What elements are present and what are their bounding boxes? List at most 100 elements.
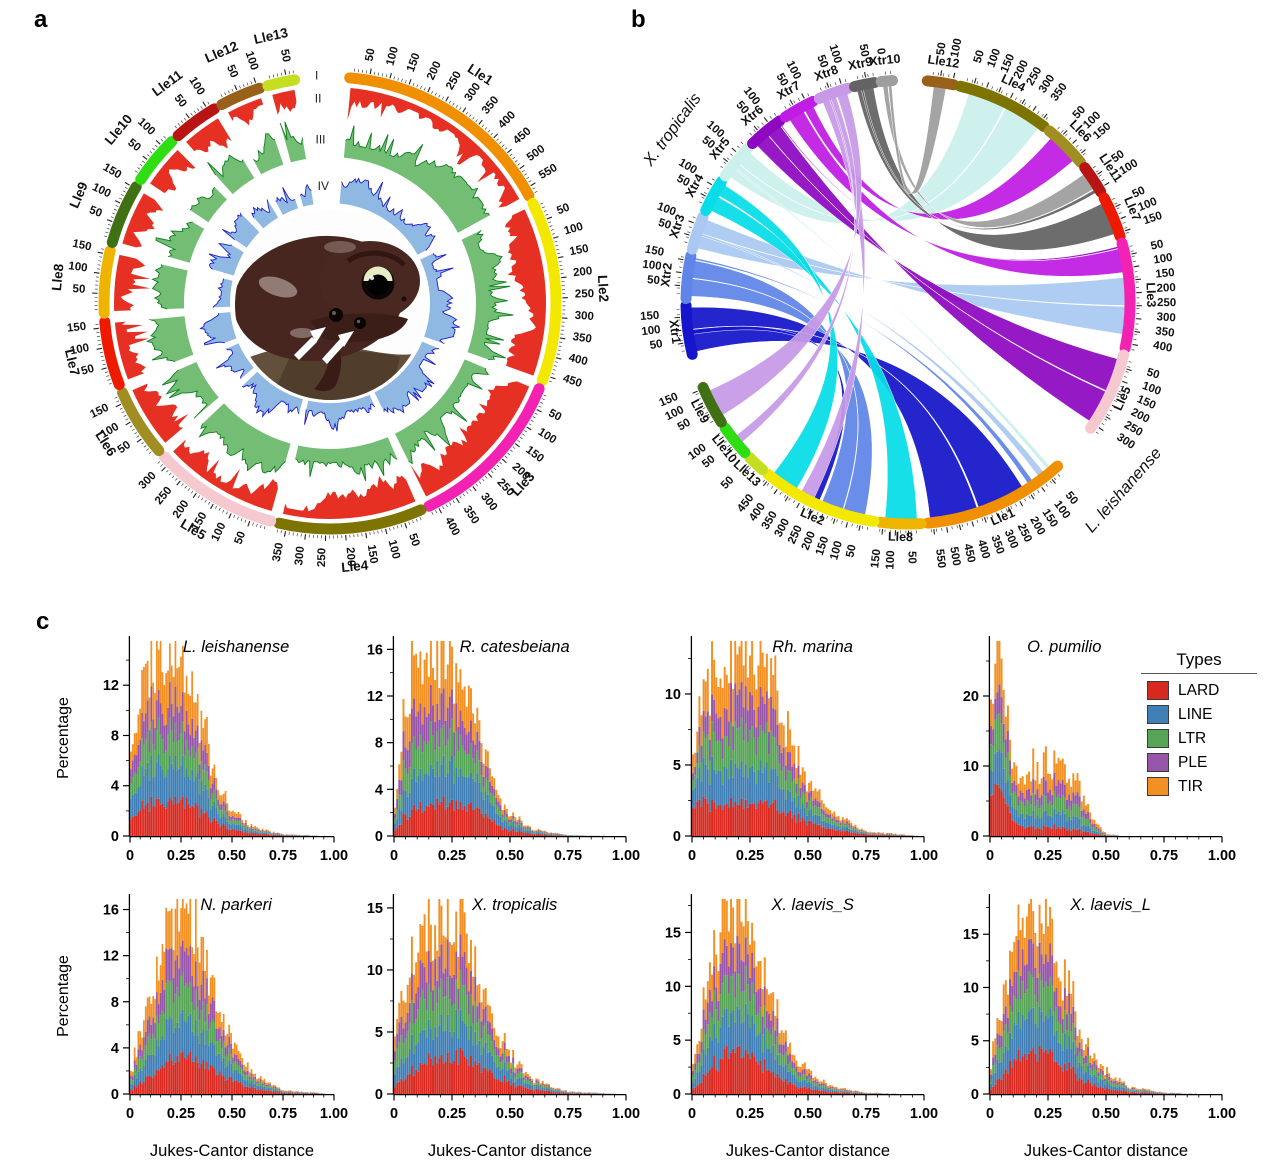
chromosome-arc-Lle7 xyxy=(99,316,125,391)
svg-text:250: 250 xyxy=(444,69,464,92)
svg-text:200: 200 xyxy=(344,547,357,567)
svg-text:300: 300 xyxy=(574,310,594,323)
svg-text:0.25: 0.25 xyxy=(167,848,195,864)
svg-text:100: 100 xyxy=(135,116,157,138)
chromosome-arc-Lle11 xyxy=(172,103,220,142)
svg-text:0: 0 xyxy=(673,1087,681,1103)
panel-c-letter: c xyxy=(36,608,50,635)
svg-text:50: 50 xyxy=(87,204,103,220)
track-III-Lle2 xyxy=(461,230,514,360)
svg-text:4: 4 xyxy=(111,779,119,795)
svg-text:50: 50 xyxy=(364,48,378,63)
svg-text:300: 300 xyxy=(478,491,499,514)
chromosome-arc-Lle6 xyxy=(117,387,165,457)
chart-title: Rh. marina xyxy=(772,638,853,656)
histogram-n-parkeri: 0 0.25 0.50 0.75 1.00 0 4 8 12 16 N. parkeri Percen… xyxy=(55,894,348,1160)
svg-text:50: 50 xyxy=(125,137,142,154)
svg-text:350: 350 xyxy=(271,542,286,563)
svg-text:15: 15 xyxy=(367,901,383,917)
svg-text:0: 0 xyxy=(111,829,119,845)
svg-text:0: 0 xyxy=(390,848,398,864)
svg-text:100: 100 xyxy=(642,259,663,273)
svg-text:50: 50 xyxy=(1150,238,1165,252)
svg-text:4: 4 xyxy=(111,1041,119,1057)
track-III-Lle10 xyxy=(190,187,227,223)
chromosome-arc-Lle3 xyxy=(1116,237,1136,354)
svg-text:50: 50 xyxy=(406,532,421,548)
chromosome-arc-Lle1 xyxy=(922,460,1064,529)
track-label-IV: IV xyxy=(318,179,329,193)
svg-text:0: 0 xyxy=(688,1106,696,1122)
chromosome-label-Xtr9: Xtr9 xyxy=(847,54,874,73)
track-label-III: III xyxy=(316,132,326,146)
svg-text:100: 100 xyxy=(826,43,843,65)
histogram-x-laevis-s: 0 0.25 0.50 0.75 1.00 0 5 10 15 X. laevis_S Jukes-… xyxy=(665,894,938,1160)
svg-text:12: 12 xyxy=(103,949,119,965)
repeat-histogram-l-leishanense: 0 0.25 0.50 0.75 1.00 0 4 8 12 L. leishanense Perc… xyxy=(55,636,348,864)
repeat-histogram-x-laevis-l: 0 0.25 0.50 0.75 1.00 0 5 10 15 X. laevis_L Jukes-… xyxy=(963,894,1236,1160)
svg-text:50: 50 xyxy=(1130,185,1147,201)
track-II-Lle2 xyxy=(504,209,547,376)
track-II-Lle6 xyxy=(132,383,189,443)
white-arrow-icon xyxy=(322,339,345,364)
svg-text:0.75: 0.75 xyxy=(852,848,880,864)
svg-text:15: 15 xyxy=(665,925,681,941)
line-color-swatch xyxy=(1147,705,1169,724)
svg-text:250: 250 xyxy=(316,548,328,567)
svg-text:150: 150 xyxy=(523,444,546,465)
chromosome-arc-Lle2 xyxy=(527,197,562,387)
svg-text:12: 12 xyxy=(103,678,119,694)
svg-text:50: 50 xyxy=(172,92,189,109)
svg-text:450: 450 xyxy=(561,373,583,390)
svg-text:150: 150 xyxy=(101,161,124,181)
svg-text:10: 10 xyxy=(963,759,979,775)
chromosome-label-Lle9: Lle9 xyxy=(66,180,90,211)
svg-text:0: 0 xyxy=(126,848,134,864)
track-label-II: II xyxy=(315,91,322,105)
svg-text:0.50: 0.50 xyxy=(1092,1106,1120,1122)
chart-title: R. catesbeiana xyxy=(460,638,570,656)
legend-item-tir: TIR xyxy=(1147,777,1257,796)
repeat-histogram-r-catesbeiana: 0 0.25 0.50 0.75 1.00 0 4 8 12 16 R. catesbeiana xyxy=(367,636,640,864)
svg-text:1.00: 1.00 xyxy=(320,848,348,864)
chromosome-arc-Lle2 xyxy=(762,468,880,527)
chromosome-arc-Lle6 xyxy=(1043,125,1086,168)
svg-text:150: 150 xyxy=(640,310,660,323)
svg-text:500: 500 xyxy=(947,546,962,567)
svg-text:0.50: 0.50 xyxy=(794,1106,822,1122)
svg-text:0: 0 xyxy=(111,1087,119,1103)
svg-text:150: 150 xyxy=(365,544,380,565)
chromosome-label-Lle7: Lle7 xyxy=(62,348,83,378)
chromosome-arc-Lle4 xyxy=(273,504,427,535)
svg-text:50: 50 xyxy=(1109,148,1126,165)
histogram-x-laevis-l: 0 0.25 0.50 0.75 1.00 0 5 10 15 X. laevis_L Jukes-… xyxy=(963,894,1236,1160)
svg-text:0: 0 xyxy=(390,1106,398,1122)
track-III-Lle5 xyxy=(199,403,291,473)
track-III-Lle12 xyxy=(253,133,284,175)
svg-text:50: 50 xyxy=(856,43,870,58)
svg-text:100: 100 xyxy=(210,521,229,543)
svg-text:50: 50 xyxy=(278,48,292,63)
repeat-histogram-x-tropicalis: 0 0.25 0.50 0.75 1.00 0 5 10 15 X. tropicalis Juke… xyxy=(367,894,640,1160)
svg-text:0: 0 xyxy=(673,829,681,845)
chromosome-label-Lle4: Lle4 xyxy=(341,558,370,576)
svg-text:150: 150 xyxy=(1142,210,1164,227)
legend-item-ple: PLE xyxy=(1147,753,1257,772)
chromosome-arc-Xtr4 xyxy=(700,176,727,216)
svg-text:50: 50 xyxy=(814,53,830,69)
svg-text:100: 100 xyxy=(68,260,89,274)
svg-text:0.75: 0.75 xyxy=(852,1106,880,1122)
chromosome-arc-Xtr5 xyxy=(719,142,754,182)
svg-text:0: 0 xyxy=(126,1106,134,1122)
chromosome-label-Lle2: Lle2 xyxy=(595,275,611,303)
svg-text:50: 50 xyxy=(555,202,571,218)
chromosome-label-Xtr2: Xtr2 xyxy=(658,262,675,288)
svg-text:4: 4 xyxy=(375,782,383,798)
track-IV-Lle3 xyxy=(374,341,439,413)
histogram-x-tropicalis: 0 0.25 0.50 0.75 1.00 0 5 10 15 X. tropicalis Juke… xyxy=(367,894,640,1160)
chart-title: O. pumilio xyxy=(1027,638,1101,656)
svg-text:550: 550 xyxy=(537,162,560,182)
svg-text:150: 150 xyxy=(814,535,831,557)
track-IV-Lle5 xyxy=(242,371,303,417)
